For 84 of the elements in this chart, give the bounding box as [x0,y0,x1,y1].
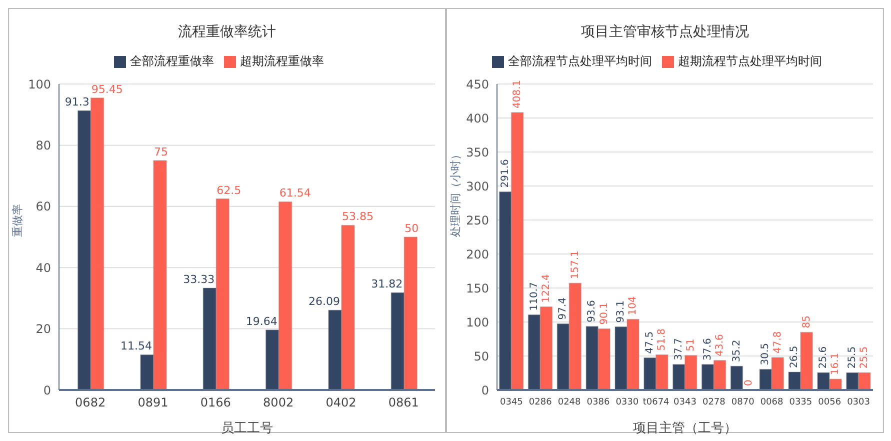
data-label: 61.54 [279,186,311,200]
x-tick-label: 0286 [528,397,552,408]
data-label: 50 [404,222,419,235]
y-tick-label: 60 [36,200,51,214]
data-label: 95.45 [91,82,123,96]
data-label: 37.7 [673,338,684,360]
x-tick-label: 0335 [789,397,812,408]
y-tick-label: 200 [466,247,489,262]
x-tick-label: 8002 [263,396,294,410]
data-label: 157.1 [570,250,581,280]
y-tick-label: 100 [466,315,489,330]
x-tick-label: 0891 [138,396,168,410]
x-tick-label: 0278 [702,397,726,408]
chart-title: 流程重做率统计 [177,23,277,42]
x-tick-label: 0248 [558,397,582,408]
data-label: 47.5 [644,331,656,354]
data-label: 90.1 [598,302,610,325]
x-tick-label: 0345 [500,397,523,408]
data-label: 408.1 [512,80,524,108]
x-tick-label: 0166 [200,396,231,410]
data-label: 97.4 [558,298,569,320]
y-tick-label: 40 [36,260,51,275]
data-label: 85 [801,315,812,328]
legend-label: 全部流程节点处理平均时间 [508,54,652,68]
x-tick-label: 0402 [326,396,356,410]
data-label: 26.09 [308,295,340,308]
data-label: 291.6 [500,159,511,188]
data-label: 37.6 [702,338,714,360]
data-label: 53.85 [342,210,374,224]
y-tick-label: 50 [474,349,489,364]
data-label: 33.33 [183,273,215,286]
data-label: 110.7 [528,282,540,311]
y-tick-label: 250 [466,213,489,228]
data-label: 51.8 [656,328,668,351]
y-tick-label: 350 [466,145,489,160]
x-tick-label: 0386 [586,397,610,408]
x-tick-label: 0861 [388,396,419,410]
y-tick-label: 20 [36,322,51,336]
y-tick-label: 400 [466,111,489,126]
data-label: 30.5 [760,342,772,366]
data-label: 43.6 [714,334,726,356]
x-tick-label: t0674 [642,397,670,408]
x-tick-label: 0303 [847,397,870,408]
legend-label: 超期流程节点处理平均时间 [678,54,822,68]
data-label: 19.64 [246,314,278,328]
data-label: 62.5 [216,184,242,197]
x-axis-title: 员工工号 [221,421,273,436]
data-label: 31.82 [371,278,403,291]
data-label: 47.8 [772,331,784,354]
chart-title: 项目主管审核节点处理情况 [580,23,750,42]
data-label: 122.4 [540,274,552,303]
legend-label: 超期流程重做率 [240,54,324,68]
data-label: 104 [628,296,639,316]
data-label: 11.54 [120,340,152,353]
data-label: 16.1 [830,352,842,376]
x-axis-title: 项目主管（工号） [633,420,737,436]
y-tick-label: 0 [43,383,51,398]
y-axis-title: 重做率 [10,204,24,237]
data-label: 0 [743,380,754,386]
data-label: 93.1 [616,300,627,323]
y-tick-label: 300 [466,179,489,194]
x-tick-label: 0068 [760,397,784,408]
y-axis-title: 处理时间（小时） [448,149,462,237]
data-label: 35.2 [731,340,742,362]
data-label: 51 [686,338,697,352]
data-label: 26.5 [789,346,800,368]
data-label: 25.6 [818,346,830,369]
bar [730,366,744,390]
x-tick-label: 0330 [616,397,639,408]
x-tick-label: 0056 [818,397,842,408]
x-tick-label: 0682 [75,396,106,410]
y-tick-label: 80 [36,138,51,152]
x-tick-label: 0870 [731,397,755,408]
legend-label: 全部流程重做率 [130,54,214,68]
x-tick-label: 0343 [674,397,696,408]
y-tick-label: 0 [481,383,489,398]
y-tick-label: 100 [28,77,51,92]
y-tick-label: 150 [466,281,489,296]
data-label: 93.6 [586,300,598,322]
data-label: 75 [154,146,168,158]
data-label: 25.5 [846,346,858,369]
data-label: 25.5 [859,346,870,369]
data-label: 91.3 [64,96,90,109]
y-tick-label: 450 [466,77,489,92]
